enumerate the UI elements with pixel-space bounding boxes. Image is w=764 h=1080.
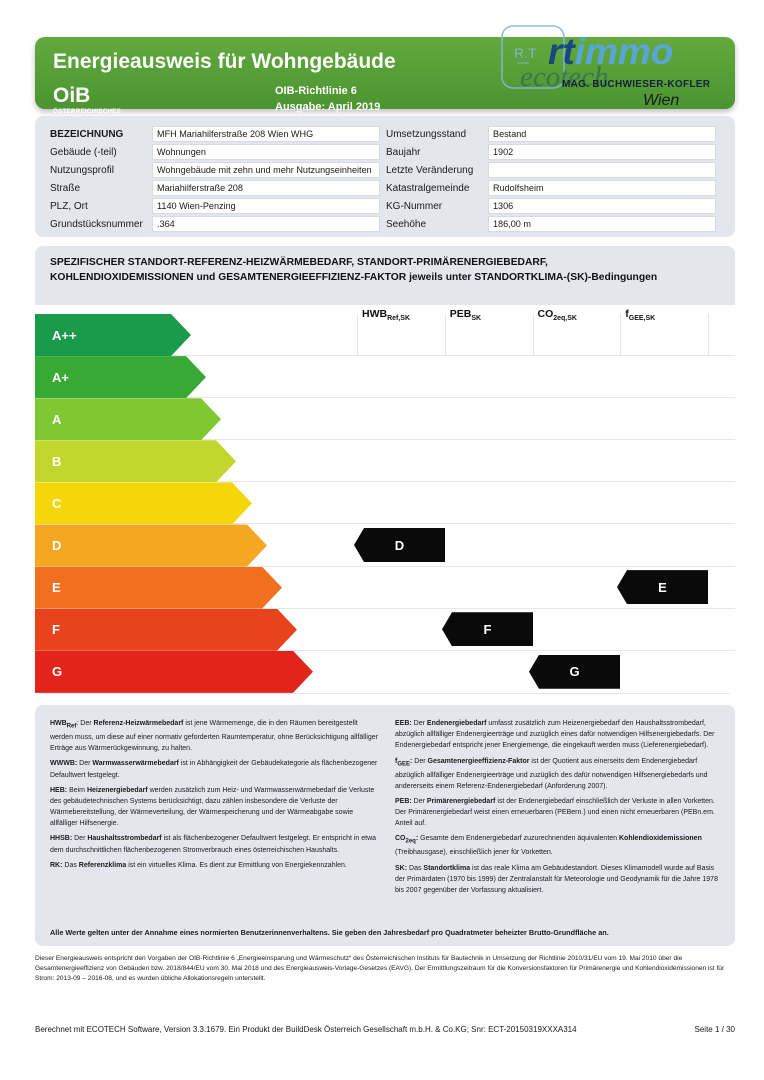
svg-text:Wien: Wien	[643, 92, 679, 109]
svg-text:R.T: R.T	[514, 45, 537, 61]
svg-text:MAG. BUCHWIESER-KOFLER: MAG. BUCHWIESER-KOFLER	[562, 79, 711, 90]
